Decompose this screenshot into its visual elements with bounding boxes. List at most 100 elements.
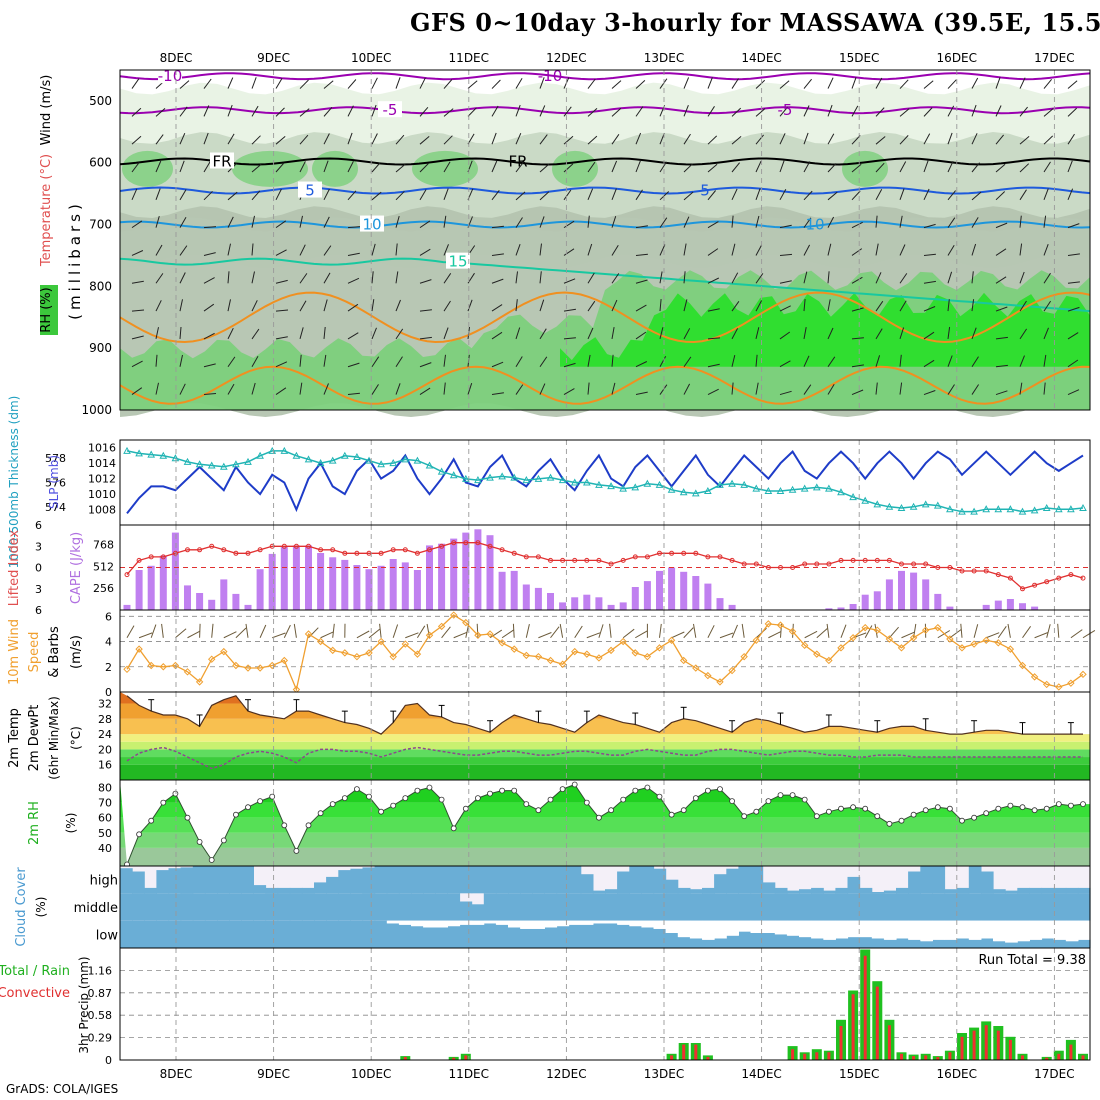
rh-point: [257, 798, 264, 804]
wind-barb: [491, 361, 504, 368]
precip-convective-bar: [694, 1044, 698, 1060]
thickness-point: [171, 454, 180, 462]
wind-barb: [491, 189, 500, 201]
cloud-middle-bar: [374, 893, 388, 921]
wind-barb-10m: [768, 631, 782, 639]
cloud-low-bar: [1077, 939, 1091, 948]
lifted-index-point: [318, 547, 324, 553]
rh-point: [583, 799, 590, 806]
wind-barb: [1043, 215, 1047, 228]
wind-barb: [227, 216, 234, 228]
cloud-middle-bar: [1029, 893, 1043, 921]
wind-barb: [323, 326, 326, 339]
wind-barb: [179, 354, 183, 367]
cloud-middle-bar: [411, 893, 424, 921]
cloud-low-bar: [277, 920, 291, 948]
cloud-middle-bar: [920, 893, 933, 921]
wind-barb: [803, 105, 810, 117]
wind-barb: [899, 79, 909, 89]
wind-barb: [635, 331, 647, 340]
lifted-index-point: [657, 550, 662, 556]
wind-barb: [707, 163, 718, 173]
cloud-high-bar: [229, 866, 242, 894]
cloud-low-bar: [289, 920, 303, 948]
wind-barb: [875, 77, 883, 89]
wind-barb: [251, 163, 262, 173]
wind-barb: [419, 387, 431, 395]
wind-barb: [947, 105, 955, 117]
cloud-middle-bar: [980, 893, 994, 921]
top-date-tick: 14DEC: [741, 51, 781, 65]
isotherm-10: [119, 220, 1091, 229]
cape-tick: 512: [93, 560, 114, 573]
cape-bar: [849, 604, 857, 610]
thickness-point: [595, 480, 603, 488]
p3-cape-label: CAPE (J/kg): [69, 532, 84, 604]
wind-barb-10m: [405, 632, 419, 639]
wind-barb: [971, 217, 979, 228]
cloud-high-bar: [580, 874, 594, 894]
wind-barb: [899, 273, 908, 284]
rh-point: [850, 804, 856, 811]
cloud-high-bar: [471, 866, 485, 894]
wind-barb: [323, 354, 327, 367]
lifted-index-point: [814, 561, 820, 567]
cape-bar: [680, 571, 688, 611]
thickness-point: [413, 456, 422, 464]
wind-barb: [323, 272, 331, 284]
wind-barb: [347, 226, 361, 229]
wind-barb: [371, 104, 377, 117]
cloud-high-label: high: [90, 874, 118, 889]
lifted-index-point: [717, 554, 723, 560]
temp-tick: 24: [98, 728, 112, 741]
wind-barb: [443, 215, 447, 228]
wind-barb: [683, 243, 687, 256]
precip-tick: 0.29: [88, 1032, 113, 1045]
rh-point: [971, 814, 977, 821]
cape-bar: [922, 579, 930, 610]
wind-barb: [1067, 306, 1080, 312]
cape-bar: [994, 600, 1002, 610]
wind-barb: [587, 188, 594, 201]
lifted-index-point: [523, 554, 529, 560]
wind-barb: [755, 188, 761, 200]
wind-barb: [347, 161, 354, 173]
wind-barb: [683, 328, 691, 340]
thickness-point: [437, 467, 446, 475]
wind-speed-point: [510, 645, 518, 653]
cloud-low-clear: [823, 920, 836, 940]
wind-barb-10m: [199, 623, 201, 638]
rh-point: [305, 822, 312, 829]
isotherm-label: 10: [362, 216, 381, 234]
lifted-index-point: [487, 543, 493, 549]
wind-barb: [755, 160, 762, 173]
wind-barb-10m: [741, 623, 745, 638]
wind-barb: [227, 271, 230, 284]
lifted-index-point: [935, 565, 941, 570]
wind-barb: [251, 300, 258, 312]
wind-barb: [587, 300, 596, 312]
cloud-middle-bar: [180, 893, 194, 921]
run-total-label: Run Total = 9.38: [978, 953, 1086, 968]
cloud-low-bar: [859, 937, 873, 948]
rh-point: [874, 813, 881, 820]
cloud-low-clear: [835, 920, 849, 939]
cloud-low-clear: [495, 920, 509, 925]
cloud-low-bar: [799, 937, 812, 948]
cloud-middle-bar: [580, 893, 594, 921]
cloud-middle-bar: [653, 893, 667, 921]
precip-convective-bar: [1081, 1055, 1085, 1060]
wind-barb: [155, 354, 158, 367]
wind-barb: [875, 136, 886, 145]
cape-bar: [934, 593, 942, 610]
cloud-middle-bar: [423, 893, 436, 921]
wind-barb: [1067, 80, 1078, 89]
cloud-high-bar: [301, 887, 315, 894]
cloud-high-bar: [993, 889, 1006, 894]
thickness-point: [280, 446, 289, 454]
wind-speed-point: [123, 665, 131, 673]
cloud-high-bar: [398, 866, 412, 894]
wind-barb: [995, 390, 1008, 396]
temp-tick: 28: [98, 713, 112, 726]
